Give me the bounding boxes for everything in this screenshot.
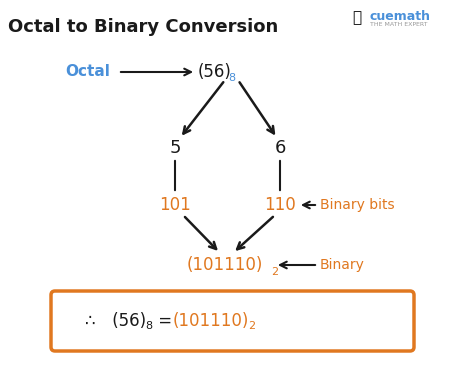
Text: (101110): (101110) <box>187 256 263 274</box>
Text: 2: 2 <box>271 267 278 277</box>
Text: Octal to Binary Conversion: Octal to Binary Conversion <box>8 18 278 36</box>
Text: Octal: Octal <box>65 64 110 79</box>
Text: 110: 110 <box>264 196 296 214</box>
Text: =: = <box>153 312 177 330</box>
Text: (101110): (101110) <box>173 312 249 330</box>
Text: Binary bits: Binary bits <box>320 198 395 212</box>
FancyBboxPatch shape <box>51 291 414 351</box>
Text: Binary: Binary <box>320 258 365 272</box>
Text: 8: 8 <box>145 321 152 331</box>
Text: 101: 101 <box>159 196 191 214</box>
Text: (56): (56) <box>107 312 146 330</box>
Text: 5: 5 <box>169 139 181 157</box>
Text: ∴: ∴ <box>85 312 96 330</box>
Text: 2: 2 <box>248 321 255 331</box>
Text: 8: 8 <box>228 73 235 83</box>
Text: THE MATH EXPERT: THE MATH EXPERT <box>370 22 428 27</box>
Text: (56): (56) <box>198 63 232 81</box>
Text: 🚀: 🚀 <box>352 10 361 25</box>
Text: cuemath: cuemath <box>370 10 431 23</box>
Text: 6: 6 <box>274 139 286 157</box>
